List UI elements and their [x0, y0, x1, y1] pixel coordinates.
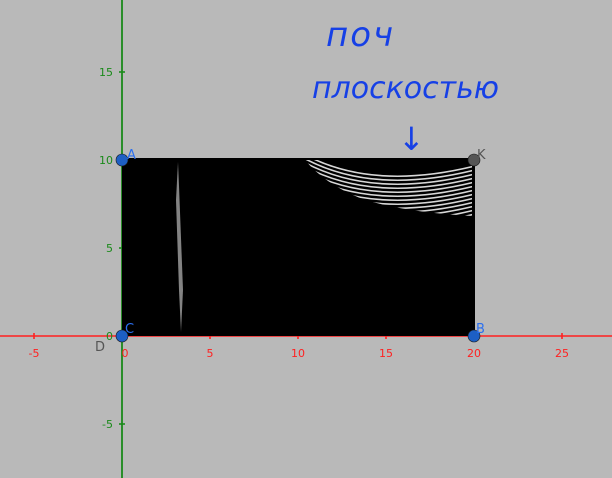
point-c[interactable]: [115, 329, 129, 343]
x-tick-label: 15: [379, 347, 393, 360]
points-layer: A K B C D: [95, 148, 486, 355]
point-label-b: B: [476, 322, 485, 337]
x-tick-label: 0: [122, 347, 129, 360]
y-tick-label: 10: [99, 154, 113, 167]
surface-stripe: [305, 160, 472, 185]
y-tick-label: 0: [106, 330, 113, 343]
annotation-line-1: поч: [326, 15, 395, 55]
annotation-arrow: ↓: [398, 120, 425, 158]
x-tick-label: 5: [207, 347, 214, 360]
point-a[interactable]: [115, 153, 129, 167]
x-tick-label: 25: [555, 347, 569, 360]
x-tick-label: 10: [291, 347, 305, 360]
point-k[interactable]: [467, 153, 481, 167]
point-label-d: D: [95, 340, 105, 355]
rendered-surface-sliver: [176, 162, 183, 332]
y-tick-label: -5: [102, 418, 113, 431]
y-tick-label: 15: [99, 66, 113, 79]
x-tick-label: -5: [29, 347, 40, 360]
point-label-k: K: [477, 148, 486, 163]
point-b[interactable]: [467, 329, 481, 343]
point-label-c: C: [125, 322, 134, 337]
y-tick-label: 5: [106, 242, 113, 255]
surface-stripe: [305, 160, 472, 181]
point-label-a: A: [127, 148, 136, 163]
annotation-line-2: плоскостью: [312, 71, 499, 106]
surface-stripe: [305, 160, 472, 177]
handwritten-annotation: поч плоскостью ↓: [312, 15, 499, 158]
shaded-rectangle-region[interactable]: [122, 158, 475, 336]
x-tick-label: 20: [467, 347, 481, 360]
